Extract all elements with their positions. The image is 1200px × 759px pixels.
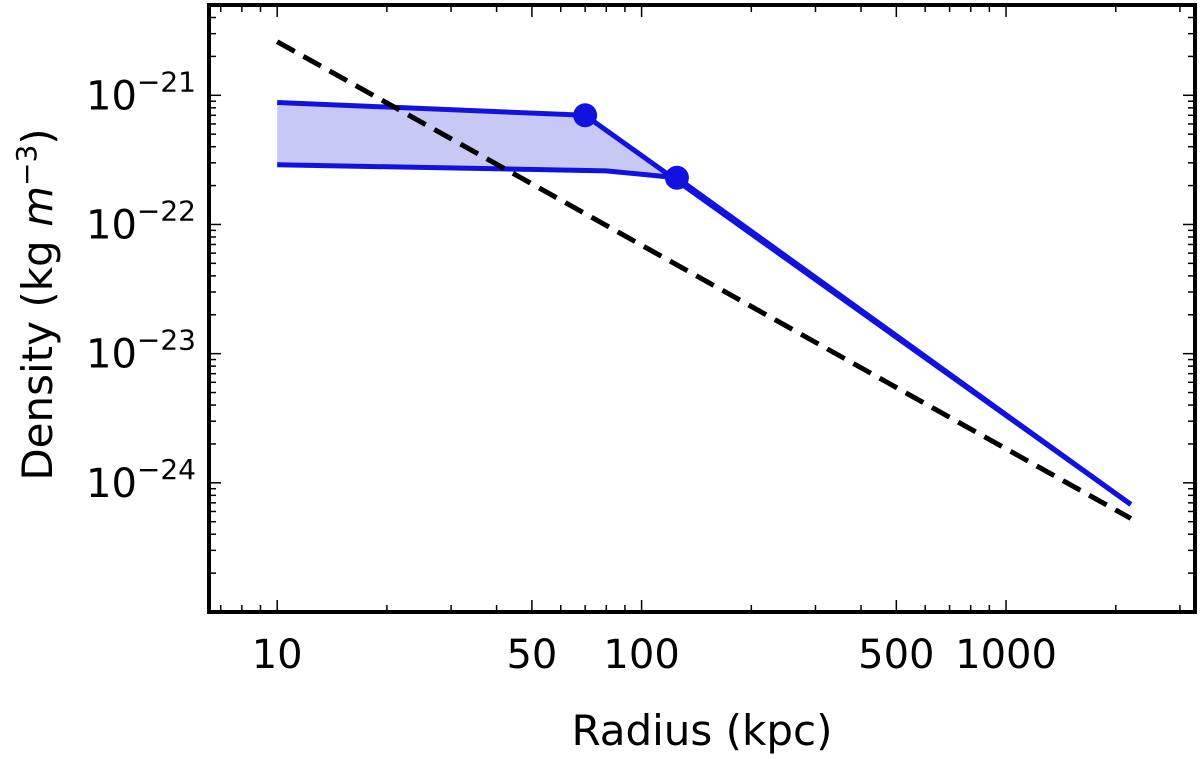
x-axis-label: Radius (kpc)	[571, 706, 832, 755]
x-tick-label: 10	[252, 632, 303, 678]
data-point-marker	[664, 165, 689, 190]
y-tick-label: 10−23	[86, 324, 196, 378]
ticklabel-layer: 10 50 100 500 1000 10−21 10−22 10−23 10−24	[86, 65, 1057, 678]
y-tick-label: 10−24	[86, 453, 196, 507]
x-tick-label: 100	[603, 632, 679, 678]
y-axis-label-prefix: Density (kg	[13, 227, 62, 481]
series-line-dashed	[275, 39, 1133, 521]
y-tick-label: 10−21	[86, 65, 196, 119]
y-tick-label: 10−22	[86, 194, 196, 248]
x-tick-label: 500	[858, 632, 934, 678]
y-axis-label-exponent: −3	[10, 145, 43, 186]
y-axis-label: Density (kg m−3)	[10, 128, 62, 480]
plot-frame	[207, 3, 1197, 614]
x-tick-label: 50	[506, 632, 557, 678]
series-line-2	[277, 162, 1133, 507]
y-axis-label-unit: m	[13, 186, 62, 227]
marker-layer	[573, 103, 689, 190]
data-point-marker	[573, 103, 598, 128]
x-tick-label: 1000	[955, 632, 1057, 678]
tick-layer	[209, 4, 1195, 613]
y-axis-label-suffix: )	[13, 128, 62, 144]
